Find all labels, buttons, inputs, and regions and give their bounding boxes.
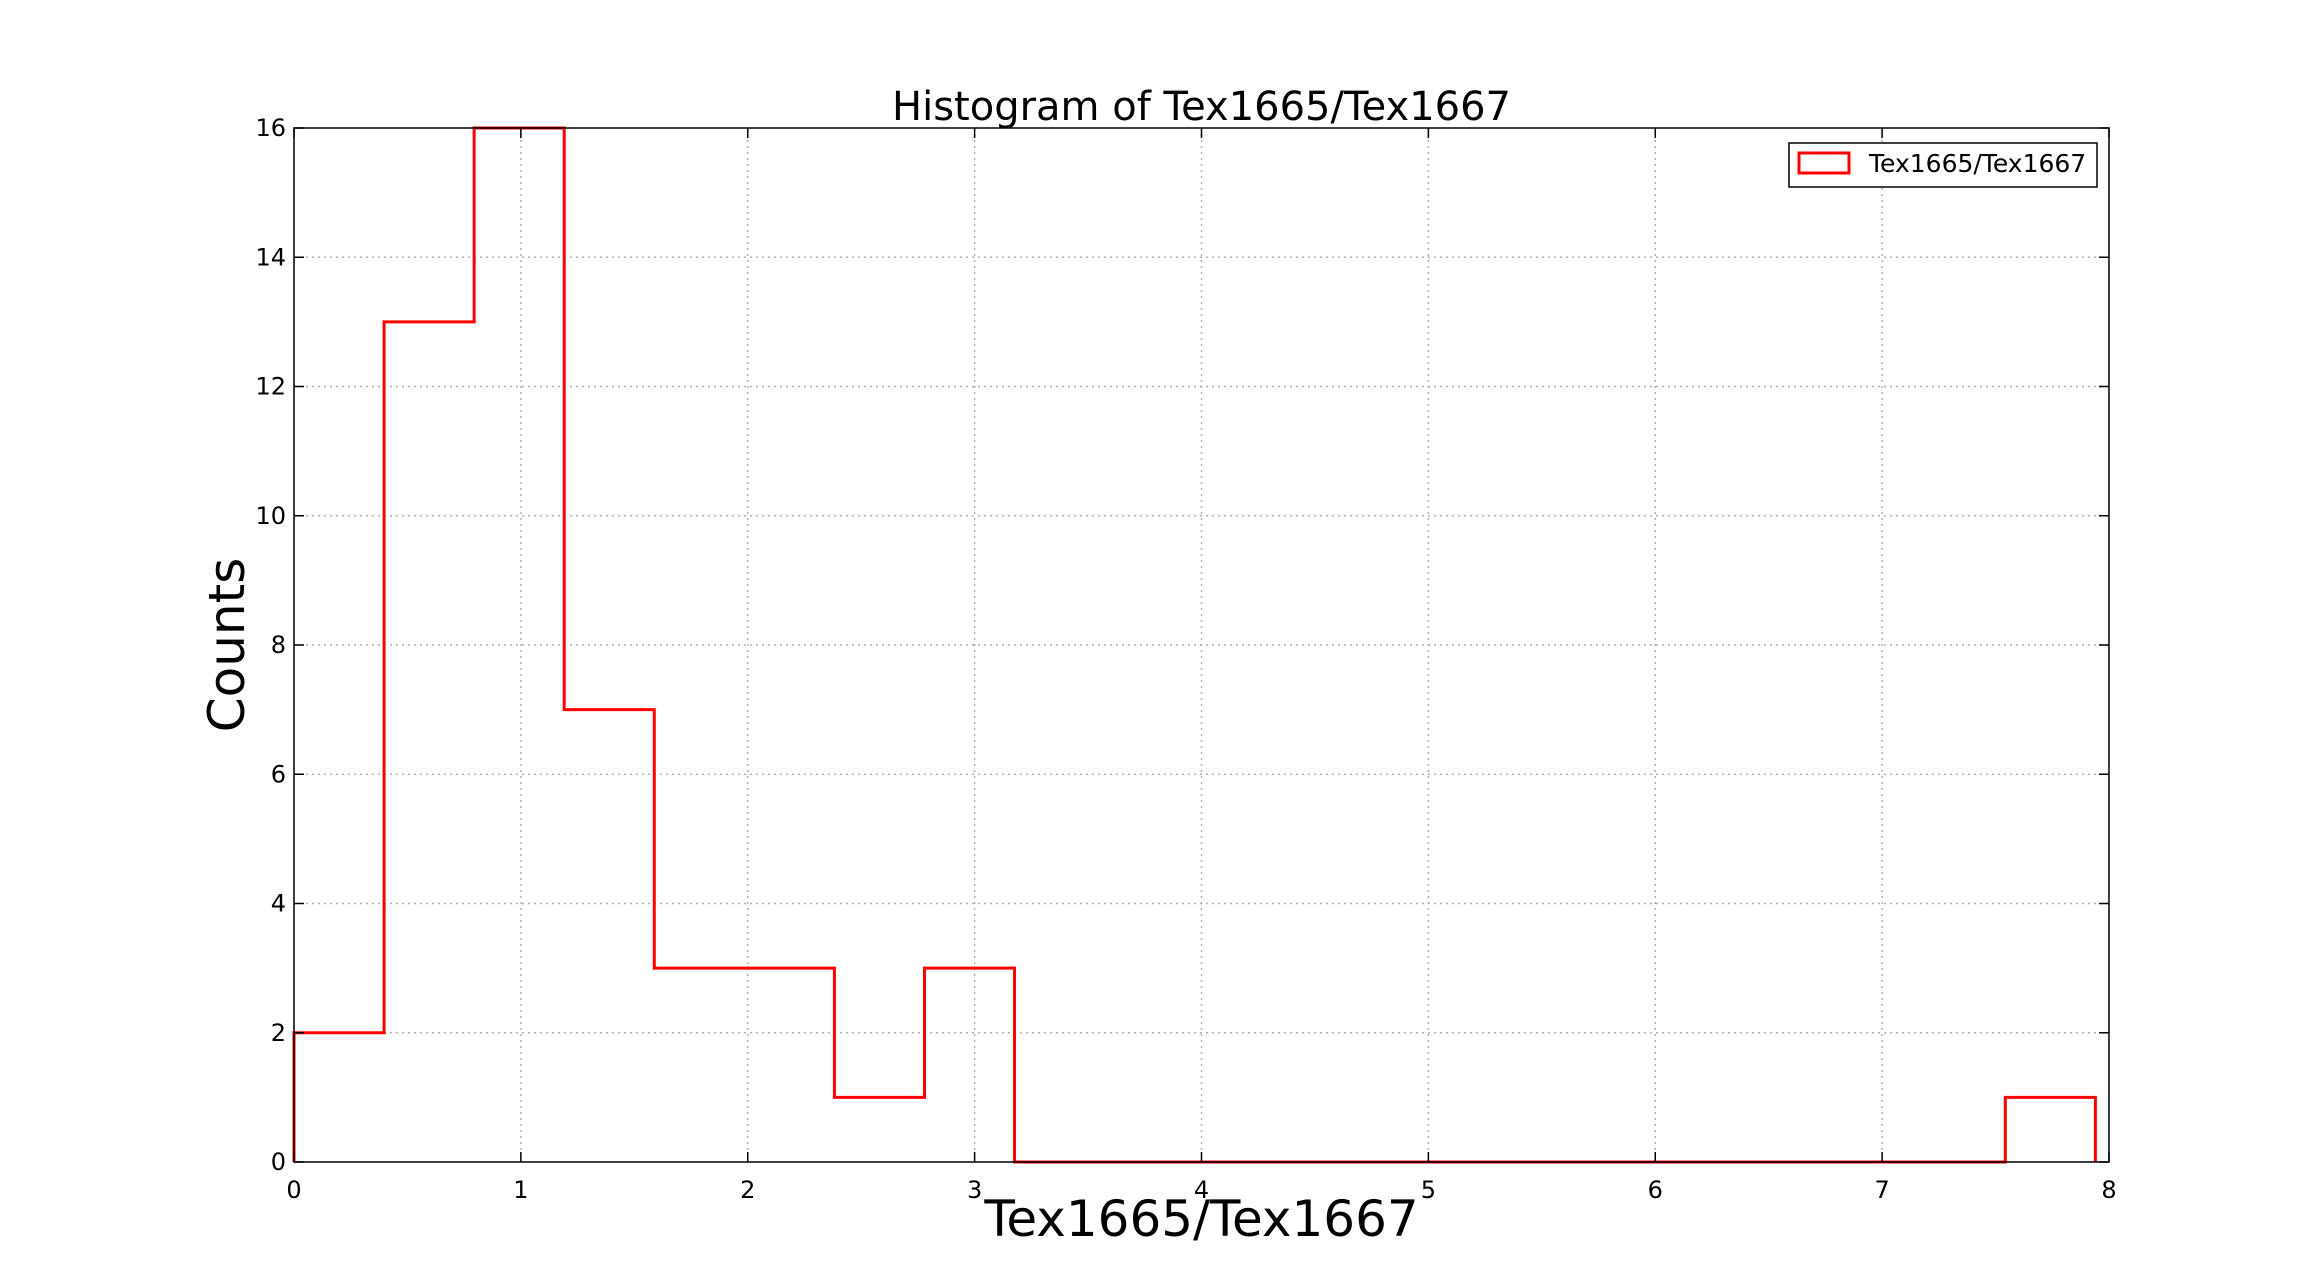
y-tick-label: 6 [271, 760, 286, 788]
y-tick-label: 2 [271, 1019, 286, 1047]
x-axis-label: Tex1665/Tex1667 [983, 1190, 1418, 1248]
legend-swatch [1797, 151, 1851, 175]
y-tick-label: 14 [255, 243, 286, 271]
y-tick-label: 0 [271, 1148, 286, 1176]
legend-box [1788, 142, 2098, 188]
y-tick-label: 8 [271, 631, 286, 659]
x-tick-label: 7 [1874, 1176, 1889, 1204]
x-tick-label: 3 [967, 1176, 982, 1204]
tick-marks [293, 127, 2110, 1163]
x-tick-label: 6 [1648, 1176, 1663, 1204]
x-tick-labels: 0 1 2 3 4 5 6 7 8 [286, 1176, 2116, 1204]
y-tick-label: 10 [255, 502, 286, 530]
x-tick-label: 8 [2101, 1176, 2116, 1204]
x-tick-label: 0 [286, 1176, 301, 1204]
y-tick-label: 16 [255, 114, 286, 142]
y-axis-label: Counts [198, 558, 256, 733]
legend-label: Tex1665/Tex1667 [1868, 149, 2086, 178]
chart-title: Histogram of Tex1665/Tex1667 [892, 84, 1511, 130]
grid-lines [294, 128, 2109, 1162]
y-tick-labels: 0 2 4 6 8 10 12 14 16 [255, 114, 286, 1176]
y-tick-label: 4 [271, 890, 286, 918]
x-tick-label: 4 [1194, 1176, 1209, 1204]
x-tick-label: 5 [1421, 1176, 1436, 1204]
legend: Tex1665/Tex1667 [1788, 142, 2098, 188]
y-tick-label: 12 [255, 373, 286, 401]
x-tick-label: 2 [740, 1176, 755, 1204]
x-tick-label: 1 [513, 1176, 528, 1204]
